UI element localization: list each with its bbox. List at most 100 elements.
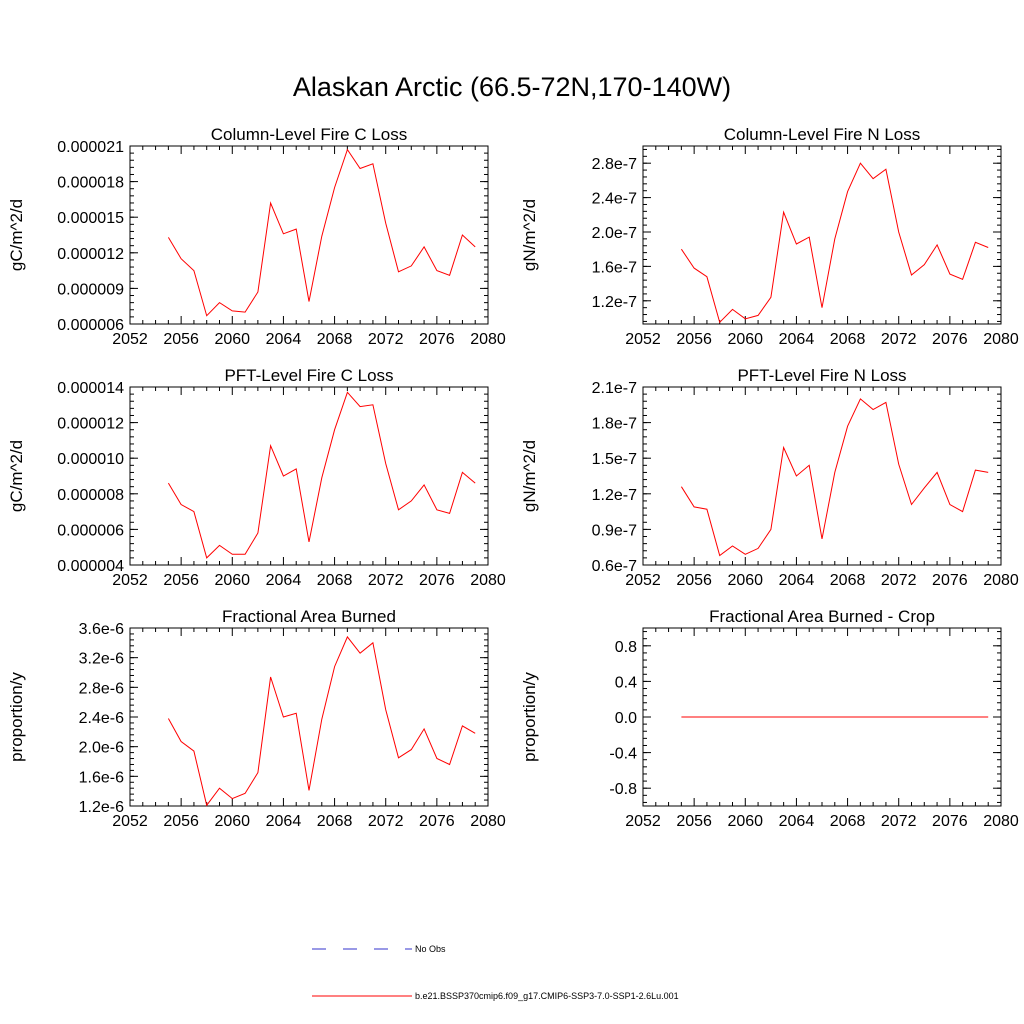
y-tick-label: 1.2e-7	[592, 487, 637, 504]
x-tick-label: 2068	[317, 813, 353, 830]
y-tick-label: 0.9e-7	[592, 522, 637, 539]
x-tick-label: 2080	[983, 331, 1019, 348]
x-tick-label: 2076	[932, 572, 968, 589]
y-axis-label: gC/m^2/d	[7, 199, 26, 271]
x-tick-label: 2064	[779, 331, 815, 348]
y-tick-label: 0.000006	[57, 522, 124, 539]
x-tick-label: 2060	[727, 572, 763, 589]
x-tick-label: 2068	[317, 331, 353, 348]
series-line-model	[680, 398, 989, 557]
y-axis-label: proportion/y	[7, 672, 26, 762]
y-tick-label: 0.000008	[57, 487, 124, 504]
x-tick-label: 2072	[881, 813, 917, 830]
x-tick-label: 2056	[163, 331, 199, 348]
x-tick-label: 2056	[676, 331, 712, 348]
y-tick-label: 0.000010	[57, 451, 124, 468]
legend-label-model: b.e21.BSSP370cmip6.f09_g17.CMIP6-SSP3-7.…	[415, 991, 679, 1001]
x-tick-label: 2072	[881, 572, 917, 589]
x-tick-label: 2072	[368, 572, 404, 589]
x-tick-label: 2056	[163, 813, 199, 830]
y-tick-label: 2.4e-6	[79, 710, 124, 727]
y-axis-label: gN/m^2/d	[520, 199, 539, 271]
x-tick-label: 2052	[112, 572, 148, 589]
y-tick-label: 0.000012	[57, 246, 124, 263]
x-tick-label: 2064	[266, 331, 302, 348]
x-tick-label: 2060	[214, 813, 250, 830]
x-tick-label: 2080	[983, 572, 1019, 589]
x-tick-label: 2056	[676, 813, 712, 830]
x-tick-label: 2052	[112, 331, 148, 348]
x-tick-label: 2052	[112, 813, 148, 830]
x-tick-label: 2064	[779, 572, 815, 589]
y-tick-label: 0.8	[615, 639, 637, 656]
y-tick-label: -0.8	[609, 781, 637, 798]
y-tick-label: 2.8e-7	[592, 156, 637, 173]
y-tick-label: 0.000015	[57, 210, 124, 227]
y-axis-label: proportion/y	[520, 672, 539, 762]
plot-frame	[129, 627, 489, 807]
plot-frame	[129, 145, 489, 325]
x-tick-label: 2076	[419, 813, 455, 830]
y-tick-label: -0.4	[609, 746, 637, 763]
x-tick-label: 2072	[368, 813, 404, 830]
x-tick-label: 2060	[214, 331, 250, 348]
y-tick-label: 0.6e-7	[592, 558, 637, 575]
x-tick-label: 2080	[983, 813, 1019, 830]
x-tick-label: 2060	[727, 331, 763, 348]
y-tick-label: 0.0	[615, 710, 637, 727]
x-tick-label: 2060	[727, 813, 763, 830]
y-axis-label: gN/m^2/d	[520, 440, 539, 512]
y-tick-label: 1.2e-6	[79, 799, 124, 816]
y-tick-label: 2.4e-7	[592, 191, 637, 208]
x-tick-label: 2052	[625, 572, 661, 589]
y-tick-label: 0.000018	[57, 175, 124, 192]
panel-title: PFT-Level Fire N Loss	[737, 366, 906, 385]
y-tick-label: 0.000009	[57, 281, 124, 298]
y-tick-label: 1.6e-7	[592, 259, 637, 276]
y-tick-label: 1.8e-7	[592, 416, 637, 433]
figure-title: Alaskan Arctic (66.5-72N,170-140W)	[292, 72, 732, 102]
x-tick-label: 2072	[368, 331, 404, 348]
x-tick-label: 2052	[625, 331, 661, 348]
x-tick-label: 2080	[470, 572, 506, 589]
y-tick-label: 0.000004	[57, 558, 124, 575]
x-tick-label: 2076	[932, 331, 968, 348]
y-tick-label: 3.6e-6	[79, 621, 124, 638]
y-tick-label: 0.000012	[57, 416, 124, 433]
panel-title: Fractional Area Burned	[222, 607, 396, 626]
y-tick-label: 1.5e-7	[592, 451, 637, 468]
x-tick-label: 2068	[830, 813, 866, 830]
y-tick-label: 3.2e-6	[79, 651, 124, 668]
y-tick-label: 0.000014	[57, 380, 124, 397]
plot-frame	[129, 386, 489, 566]
panel-title: Column-Level Fire N Loss	[724, 125, 921, 144]
x-tick-label: 2060	[214, 572, 250, 589]
y-tick-label: 0.000021	[57, 139, 124, 156]
y-tick-label: 2.0e-6	[79, 740, 124, 757]
x-tick-label: 2068	[830, 331, 866, 348]
x-tick-label: 2064	[779, 813, 815, 830]
series-line-model	[167, 148, 476, 317]
x-tick-label: 2052	[625, 813, 661, 830]
x-tick-label: 2068	[830, 572, 866, 589]
x-tick-label: 2076	[932, 813, 968, 830]
x-tick-label: 2076	[419, 572, 455, 589]
x-tick-label: 2056	[676, 572, 712, 589]
x-tick-label: 2064	[266, 813, 302, 830]
legend-label-obs: No Obs	[415, 944, 446, 954]
x-tick-label: 2076	[419, 331, 455, 348]
x-tick-label: 2080	[470, 331, 506, 348]
y-tick-label: 1.6e-6	[79, 769, 124, 786]
y-tick-label: 2.8e-6	[79, 680, 124, 697]
x-tick-label: 2064	[266, 572, 302, 589]
series-line-model	[167, 391, 476, 559]
x-tick-label: 2056	[163, 572, 199, 589]
panel-title: Column-Level Fire C Loss	[211, 125, 408, 144]
x-tick-label: 2072	[881, 331, 917, 348]
series-line-model	[167, 635, 476, 807]
x-tick-label: 2068	[317, 572, 353, 589]
panel-title: PFT-Level Fire C Loss	[224, 366, 393, 385]
y-tick-label: 0.000006	[57, 317, 124, 334]
plot-frame	[642, 145, 1002, 325]
